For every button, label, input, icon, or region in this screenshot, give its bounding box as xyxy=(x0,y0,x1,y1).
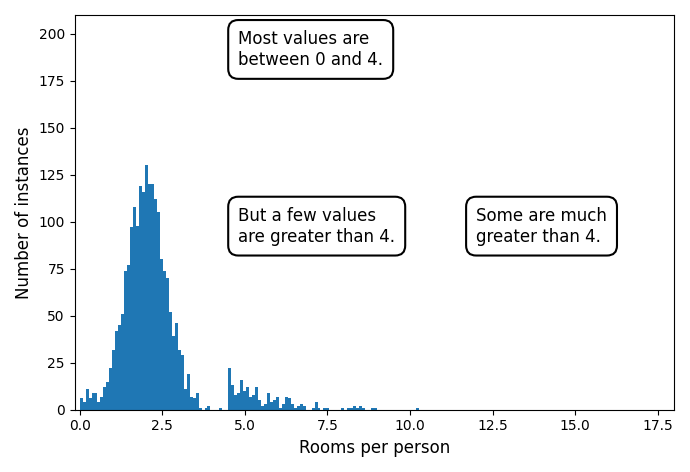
Bar xyxy=(315,402,317,410)
Bar xyxy=(178,350,181,410)
Bar xyxy=(199,408,201,410)
Bar xyxy=(285,396,288,410)
Bar xyxy=(258,400,261,410)
Bar xyxy=(282,404,285,410)
Bar xyxy=(326,408,329,410)
Bar xyxy=(190,396,193,410)
Bar xyxy=(160,259,163,410)
Bar xyxy=(351,408,353,410)
Bar xyxy=(294,408,297,410)
Bar xyxy=(133,207,136,410)
Bar xyxy=(121,314,124,410)
Y-axis label: Number of instances: Number of instances xyxy=(15,126,33,299)
Bar xyxy=(145,165,148,410)
Bar xyxy=(142,192,145,410)
Bar xyxy=(288,398,290,410)
Bar xyxy=(249,396,252,410)
Bar xyxy=(374,408,377,410)
Bar xyxy=(175,323,178,410)
Bar xyxy=(106,381,109,410)
Bar xyxy=(324,408,326,410)
Bar xyxy=(290,404,294,410)
Bar xyxy=(95,393,97,410)
Bar xyxy=(371,408,374,410)
Bar xyxy=(303,406,306,410)
Bar xyxy=(359,406,362,410)
Bar xyxy=(157,212,160,410)
Bar xyxy=(264,404,267,410)
Bar xyxy=(115,331,118,410)
Bar xyxy=(252,395,255,410)
Bar xyxy=(261,406,264,410)
Bar xyxy=(83,402,86,410)
Bar xyxy=(101,396,104,410)
Bar xyxy=(276,396,279,410)
Bar xyxy=(362,408,365,410)
Bar xyxy=(228,368,231,410)
Bar xyxy=(353,406,356,410)
Bar xyxy=(255,387,258,410)
Bar xyxy=(124,270,127,410)
Bar xyxy=(231,385,234,410)
Bar xyxy=(172,337,175,410)
Bar xyxy=(109,368,112,410)
Bar xyxy=(195,393,199,410)
Bar xyxy=(88,398,92,410)
Bar xyxy=(184,389,187,410)
Bar xyxy=(347,408,351,410)
Bar xyxy=(118,325,121,410)
Bar xyxy=(317,408,320,410)
Bar xyxy=(240,379,243,410)
Bar xyxy=(97,402,101,410)
Bar xyxy=(154,199,157,410)
Bar xyxy=(148,184,151,410)
Bar xyxy=(243,391,246,410)
Bar xyxy=(415,408,419,410)
Text: But a few values
are greater than 4.: But a few values are greater than 4. xyxy=(238,207,395,245)
Bar xyxy=(193,398,195,410)
Bar xyxy=(234,395,237,410)
Bar xyxy=(299,404,303,410)
Bar xyxy=(246,387,249,410)
Bar xyxy=(237,393,240,410)
Bar xyxy=(181,355,184,410)
Bar xyxy=(312,408,315,410)
Bar xyxy=(297,406,299,410)
Bar xyxy=(151,184,154,410)
Bar xyxy=(279,408,282,410)
Bar xyxy=(130,228,133,410)
Text: Some are much
greater than 4.: Some are much greater than 4. xyxy=(476,207,607,245)
Bar xyxy=(187,374,190,410)
X-axis label: Rooms per person: Rooms per person xyxy=(299,439,450,457)
Bar xyxy=(139,186,142,410)
Text: Most values are
between 0 and 4.: Most values are between 0 and 4. xyxy=(238,30,383,69)
Bar xyxy=(204,408,208,410)
Bar xyxy=(86,389,88,410)
Bar xyxy=(136,226,139,410)
Bar xyxy=(92,393,95,410)
Bar xyxy=(104,387,106,410)
Bar xyxy=(356,408,359,410)
Bar xyxy=(219,408,222,410)
Bar xyxy=(267,393,270,410)
Bar xyxy=(112,350,115,410)
Bar xyxy=(163,270,166,410)
Bar xyxy=(127,265,130,410)
Bar xyxy=(270,402,273,410)
Bar xyxy=(79,398,83,410)
Bar xyxy=(342,408,344,410)
Bar xyxy=(273,400,276,410)
Bar xyxy=(208,406,210,410)
Bar xyxy=(169,312,172,410)
Bar xyxy=(166,278,169,410)
